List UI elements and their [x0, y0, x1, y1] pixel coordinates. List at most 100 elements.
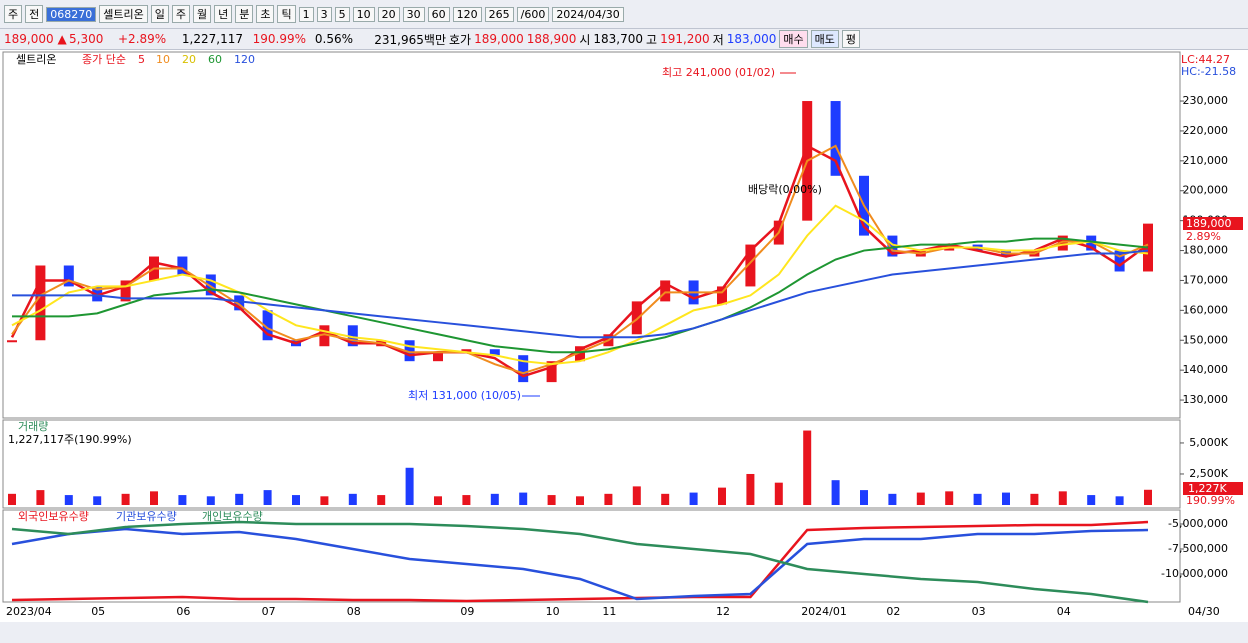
volume-bar	[462, 495, 471, 505]
price-tag	[1183, 217, 1243, 230]
volume-bar	[64, 495, 73, 505]
legend: 셀트리온	[16, 53, 56, 66]
volume-tag	[1183, 482, 1243, 495]
candle	[887, 235, 898, 257]
candle	[546, 361, 557, 383]
open: 183,700	[593, 32, 644, 46]
toolbar-item[interactable]: 3	[316, 6, 332, 22]
volume-bar	[519, 492, 528, 505]
rate-label: 190.99%	[1186, 494, 1235, 507]
line	[11, 204, 1149, 366]
y-tick-label: 180,000	[1183, 244, 1229, 257]
hc-label: HC:-21.58	[1181, 65, 1236, 78]
x-tick-label: 04/30	[1188, 605, 1220, 618]
toolbar-item[interactable]: 265	[484, 6, 514, 22]
candle	[518, 355, 529, 383]
volume-bar	[831, 480, 840, 505]
line	[11, 527, 1149, 601]
candle	[1086, 235, 1097, 251]
y-tick-label: 5,000K	[1189, 436, 1228, 449]
candle	[177, 256, 188, 275]
volume-bar	[1115, 496, 1124, 505]
volume-bar	[206, 496, 215, 505]
label: 고	[646, 32, 658, 47]
toolbar-item[interactable]: /600	[516, 6, 550, 22]
candle	[347, 325, 358, 347]
line	[11, 520, 1149, 603]
y-tick-label: -5,000,000	[1168, 517, 1228, 530]
legend-entry: 20	[182, 53, 196, 66]
candle	[120, 280, 131, 302]
toolbar-item[interactable]: 1	[298, 6, 314, 22]
toolbar-item[interactable]: 068270	[46, 6, 97, 22]
toolbar-item[interactable]: 일	[150, 5, 169, 23]
y-tick-label: 160,000	[1183, 303, 1229, 316]
volume-bar	[93, 496, 102, 505]
candle	[319, 325, 330, 347]
toolbar-item[interactable]: 120	[452, 6, 482, 22]
y-tick-label: 2,500K	[1189, 467, 1228, 480]
legend-entry: 5	[138, 53, 145, 66]
candle	[489, 349, 500, 356]
x-tick-label: 07	[262, 605, 276, 618]
price-tag-label: 189,000	[1186, 217, 1232, 230]
sell-button[interactable]: 매도	[810, 30, 839, 48]
x-tick-label: 02	[886, 605, 900, 618]
x-tick-label: 11	[602, 605, 616, 618]
candle	[745, 244, 756, 287]
lc-label: LC:44.27	[1181, 53, 1230, 66]
volume-bar	[547, 495, 556, 505]
volume-bar	[1002, 492, 1010, 505]
volume-bar	[916, 492, 925, 505]
volume-bar	[320, 496, 329, 505]
legend: 종가 단순	[82, 53, 126, 66]
volume-bar	[178, 495, 187, 505]
toolbar-item[interactable]: 10	[352, 6, 375, 22]
toolbar-item[interactable]: 주	[171, 5, 190, 23]
y-tick-label: 150,000	[1183, 333, 1229, 346]
ask: 189,000	[474, 32, 524, 46]
toolbar-item[interactable]: 주	[4, 5, 23, 23]
toolbar-item[interactable]: 20	[377, 6, 400, 22]
y-tick-label: 220,000	[1183, 124, 1229, 137]
buy-button[interactable]: 매수	[779, 30, 808, 48]
toolbar-item[interactable]: 셀트리온	[99, 5, 148, 23]
avg-button[interactable]: 평	[841, 30, 860, 48]
legend-entry: 10	[156, 53, 170, 66]
y-tick-label: 230,000	[1183, 94, 1229, 107]
toolbar-item[interactable]: 월	[192, 5, 212, 23]
y-tick-label: 200,000	[1183, 184, 1229, 197]
toolbar-item[interactable]: 년	[214, 5, 233, 23]
x-tick-label: 04	[1057, 605, 1071, 618]
legend-entry: 개인보유수량	[202, 510, 263, 523]
volume-bar	[604, 493, 613, 505]
volume-bar	[263, 490, 272, 505]
volume-bar	[150, 491, 158, 505]
candle	[717, 286, 727, 305]
label: 호가	[449, 32, 472, 47]
volume-bar	[774, 482, 783, 505]
toolbar-item[interactable]: 틱	[277, 5, 296, 23]
toolbar-item[interactable]: 전	[25, 5, 44, 23]
volume-bar	[8, 493, 16, 505]
x-tick-label: 05	[91, 605, 105, 618]
candle	[7, 340, 17, 343]
volume-bar	[746, 473, 755, 505]
candle	[1057, 235, 1068, 251]
volume-bar	[973, 493, 982, 505]
toolbar-item[interactable]: 60	[427, 6, 450, 22]
toolbar-item[interactable]: 2024/04/30	[552, 6, 624, 22]
panel-title: 거래량	[18, 420, 48, 433]
toolbar-item[interactable]: 5	[334, 6, 350, 22]
toolbar-item[interactable]: 분	[235, 5, 254, 23]
high: 191,200	[660, 32, 710, 46]
price: 189,000 ▲	[4, 32, 67, 46]
volume-bar	[1087, 495, 1096, 505]
toolbar-item[interactable]: 30	[402, 6, 425, 22]
volume-bar	[292, 495, 300, 505]
candle	[205, 274, 216, 296]
scroll-bar[interactable]	[0, 622, 1248, 643]
toolbar-item[interactable]: 초	[256, 5, 275, 23]
